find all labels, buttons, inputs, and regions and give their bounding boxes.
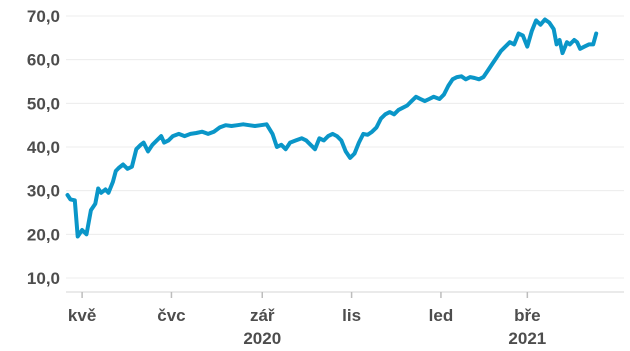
y-tick-label: 30,0 [27,182,60,201]
x-axis: kvě čvc zář lis led bře 2020 2021 [66,291,624,348]
y-tick-label: 40,0 [27,138,60,157]
series-line-0 [65,17,599,239]
year-label: 2021 [508,329,546,348]
y-tick-label: 70,0 [27,7,60,26]
y-tick-label: 50,0 [27,94,60,113]
x-tick-label: kvě [68,306,96,325]
y-tick-label: 10,0 [27,269,60,288]
series-layer [65,17,599,239]
grid-lines [66,15,624,279]
y-axis: 10,0 20,0 30,0 40,0 50,0 60,0 70,0 [27,7,60,288]
year-label: 2020 [243,329,281,348]
x-tick-label: bře [514,306,540,325]
x-tick-label: zář [250,306,275,325]
y-tick-label: 60,0 [27,51,60,70]
x-tick-label: led [429,306,454,325]
x-tick-label: čvc [157,306,185,325]
x-tick-label: lis [342,306,361,325]
y-tick-label: 20,0 [27,225,60,244]
